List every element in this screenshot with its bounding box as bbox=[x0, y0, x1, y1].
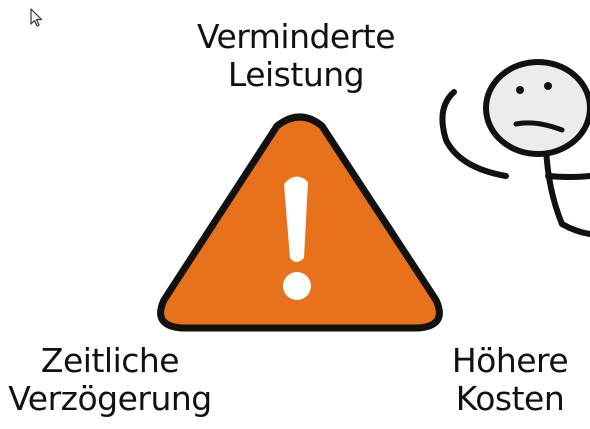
figure-eye-left bbox=[516, 86, 524, 94]
figure-body bbox=[543, 145, 565, 227]
figure-eye-right bbox=[544, 82, 552, 90]
mouse-pointer-icon bbox=[30, 8, 43, 27]
warning-triangle-icon bbox=[157, 113, 443, 332]
label-reduced-performance: Verminderte Leistung bbox=[186, 18, 406, 94]
label-higher-costs: Höhere Kosten bbox=[440, 342, 580, 418]
exclamation-bar bbox=[284, 176, 308, 262]
label-top-line2: Leistung bbox=[227, 55, 365, 94]
label-left-line1: Zeitliche bbox=[40, 341, 180, 380]
exclamation-dot bbox=[283, 272, 311, 300]
label-time-delay: Zeitliche Verzögerung bbox=[0, 342, 220, 418]
label-right-line1: Höhere bbox=[451, 341, 569, 380]
figure-mouth bbox=[513, 120, 565, 133]
figure-leg bbox=[559, 221, 590, 237]
label-top-line1: Verminderte bbox=[196, 17, 396, 56]
figure-arm-right bbox=[545, 173, 590, 180]
label-left-line2: Verzögerung bbox=[8, 379, 212, 418]
stick-figure bbox=[439, 59, 590, 237]
figure-arm-raised bbox=[439, 89, 509, 179]
label-right-line2: Kosten bbox=[455, 379, 565, 418]
figure-head bbox=[483, 59, 590, 157]
